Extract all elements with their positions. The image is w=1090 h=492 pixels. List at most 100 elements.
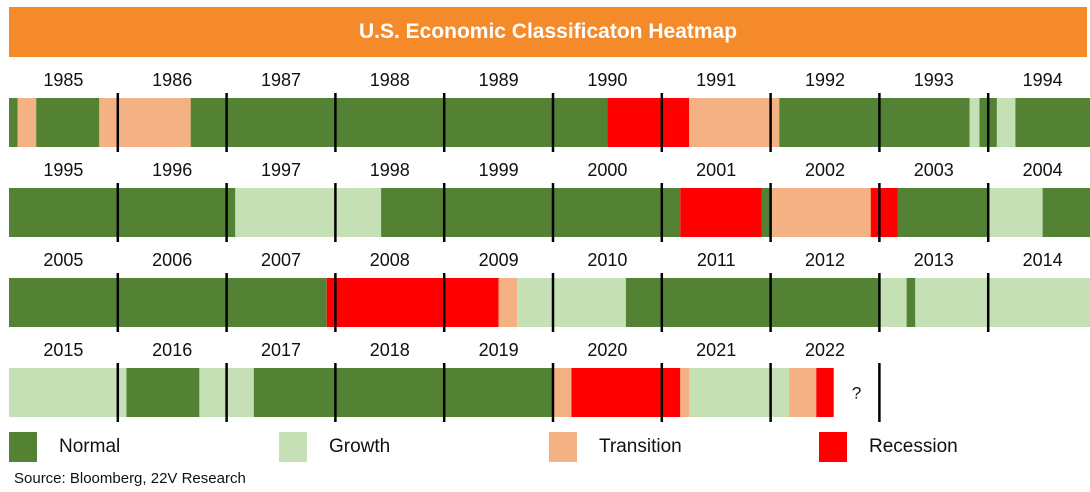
heatmap-segment-recession [607, 98, 689, 147]
heatmap-segment-growth [517, 278, 553, 327]
heatmap-segment-growth [689, 368, 771, 417]
legend-item-growth: Growth [279, 431, 390, 463]
heatmap-chart: 1985 1986 1987 1988 1989 1990 1991 1992 1993 1994… [9, 70, 1090, 422]
year-label-1990: 1990 [587, 70, 627, 90]
heatmap-segment-recession [680, 188, 762, 237]
heatmap-segment-transition [99, 98, 118, 147]
year-label-2004: 2004 [1023, 160, 1063, 180]
heatmap-segment-transition [117, 98, 191, 147]
heatmap-segment-normal [36, 98, 100, 147]
heatmap-segment-growth [199, 368, 227, 417]
year-label-1991: 1991 [696, 70, 736, 90]
year-label-1986: 1986 [152, 70, 192, 90]
year-label-2015: 2015 [43, 340, 83, 360]
heatmap-segment-recession [326, 278, 499, 327]
heatmap-segment-growth [235, 188, 336, 237]
year-label-2001: 2001 [696, 160, 736, 180]
heatmap-segment-transition [680, 368, 689, 417]
heatmap-segment-normal [9, 188, 236, 237]
heatmap-segment-transition [498, 278, 518, 327]
heatmap-segment-normal [381, 188, 681, 237]
year-label-1995: 1995 [43, 160, 83, 180]
heatmap-segment-growth [335, 188, 382, 237]
year-label-1998: 1998 [370, 160, 410, 180]
year-label-1993: 1993 [914, 70, 954, 90]
year-label-2003: 2003 [914, 160, 954, 180]
year-label-1996: 1996 [152, 160, 192, 180]
year-label-2010: 2010 [587, 250, 627, 270]
legend-swatch-recession [819, 432, 847, 462]
legend-label-normal: Normal [59, 436, 121, 457]
year-label-2019: 2019 [479, 340, 519, 360]
year-label-2012: 2012 [805, 250, 845, 270]
heatmap-segment-transition [17, 98, 37, 147]
heatmap-segment-transition [770, 188, 871, 237]
year-label-1997: 1997 [261, 160, 301, 180]
year-label-2017: 2017 [261, 340, 301, 360]
legend-swatch-normal [9, 432, 37, 462]
heatmap-segment-normal [226, 98, 608, 147]
chart-title-bar: U.S. Economic Classificaton Heatmap [9, 7, 1087, 57]
year-label-2000: 2000 [587, 160, 627, 180]
heatmap-segment-recession [870, 188, 898, 237]
heatmap-segment-growth [915, 278, 1090, 327]
year-label-2009: 2009 [479, 250, 519, 270]
heatmap-segment-normal [1015, 98, 1090, 147]
year-label-1992: 1992 [805, 70, 845, 90]
heatmap-segment-growth [553, 278, 626, 327]
year-label-2020: 2020 [587, 340, 627, 360]
year-label-2018: 2018 [370, 340, 410, 360]
year-label-2008: 2008 [370, 250, 410, 270]
heatmap-segment-growth [988, 188, 1043, 237]
heatmap-segment-normal [979, 188, 989, 237]
legend-swatch-growth [279, 432, 307, 462]
year-label-1987: 1987 [261, 70, 301, 90]
heatmap-segment-normal [1042, 188, 1090, 237]
heatmap-segment-growth [969, 98, 980, 147]
heatmap-segment-normal [979, 98, 989, 147]
legend-label-recession: Recession [869, 436, 958, 457]
year-label-2006: 2006 [152, 250, 192, 270]
heatmap-segment-growth [9, 368, 127, 417]
heatmap-segment-growth [770, 368, 790, 417]
year-label-2021: 2021 [696, 340, 736, 360]
heatmap-segment-normal [9, 98, 18, 147]
heatmap-segment-normal [126, 368, 200, 417]
year-label-2007: 2007 [261, 250, 301, 270]
legend-item-normal: Normal [9, 431, 120, 463]
year-label-2005: 2005 [43, 250, 83, 270]
chart-title: U.S. Economic Classificaton Heatmap [358, 20, 738, 43]
heatmap-segment-normal [625, 278, 880, 327]
year-label-1994: 1994 [1023, 70, 1063, 90]
heatmap-segment-normal [897, 188, 980, 237]
legend-label-growth: Growth [329, 436, 391, 457]
heatmap-segment-transition [789, 368, 817, 417]
legend-label-transition: Transition [599, 436, 682, 457]
source-note: Source: Bloomberg, 22V Research [14, 470, 246, 487]
year-label-1988: 1988 [370, 70, 410, 90]
legend-item-transition: Transition [549, 431, 682, 463]
year-label-2016: 2016 [152, 340, 192, 360]
heatmap-segment-normal [988, 98, 997, 147]
year-label-2014: 2014 [1023, 250, 1063, 270]
legend-swatch-transition [549, 432, 577, 462]
year-label-2013: 2013 [914, 250, 954, 270]
heatmap-segment-normal [9, 278, 327, 327]
heatmap-segment-recession [816, 368, 834, 417]
pending-marker: ? [852, 384, 861, 403]
heatmap-segment-recession [571, 368, 681, 417]
year-label-2011: 2011 [697, 250, 736, 270]
year-label-1985: 1985 [43, 70, 83, 90]
heatmap-segment-growth [226, 368, 254, 417]
year-label-1999: 1999 [479, 160, 519, 180]
year-label-2022: 2022 [805, 340, 845, 360]
heatmap-segment-normal [779, 98, 970, 147]
heatmap-segment-normal [190, 98, 227, 147]
heatmap-segment-growth [879, 278, 907, 327]
heatmap-segment-normal [253, 368, 554, 417]
year-label-1989: 1989 [479, 70, 519, 90]
heatmap-segment-normal [906, 278, 916, 327]
year-label-2002: 2002 [805, 160, 845, 180]
legend-item-recession: Recession [819, 431, 958, 463]
heatmap-segment-transition [553, 368, 572, 417]
